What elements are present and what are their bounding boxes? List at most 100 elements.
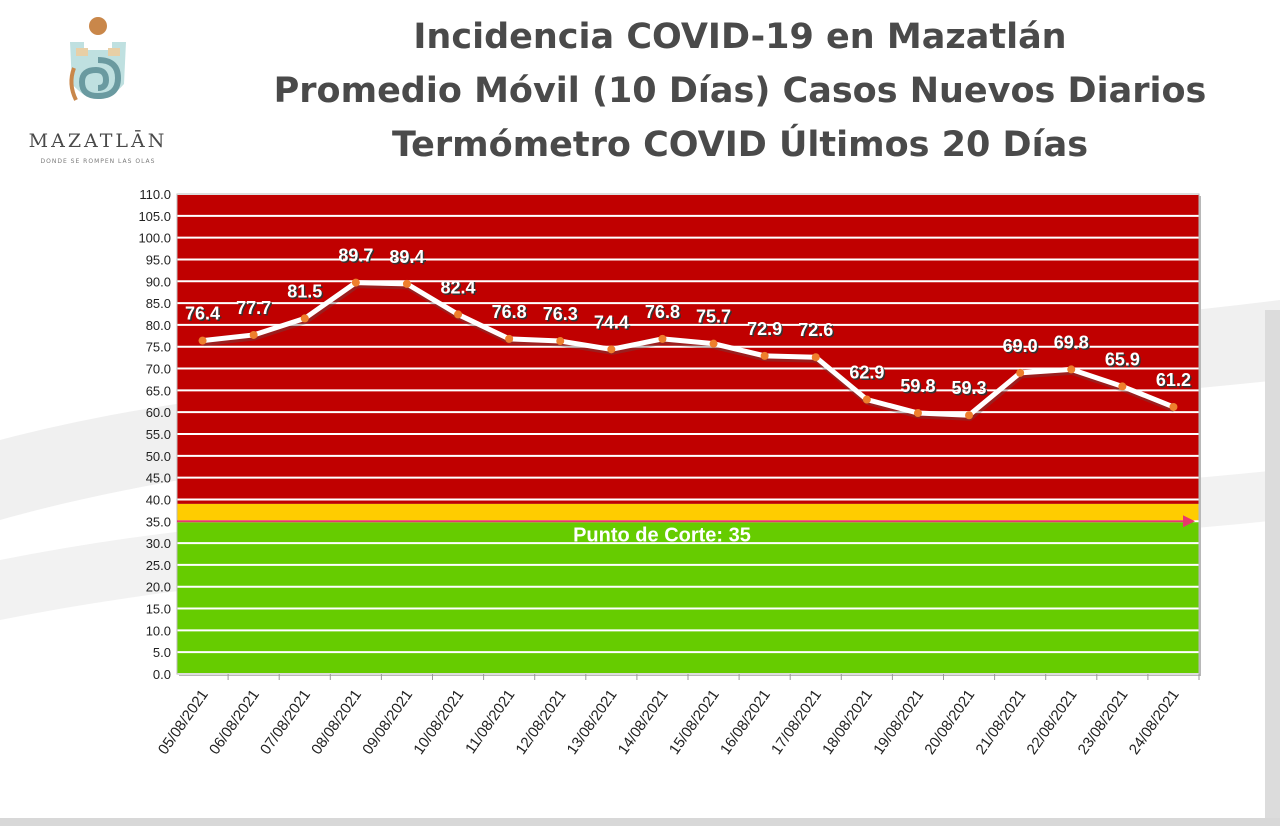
band-2: [177, 194, 1199, 504]
data-point: [351, 278, 360, 287]
y-tick-label: 40.0: [146, 492, 171, 507]
data-label: 76.4: [185, 304, 220, 324]
data-label: 72.6: [798, 320, 833, 340]
data-label: 76.3: [543, 304, 578, 324]
mazatlan-logo-icon: [69, 17, 126, 101]
data-point: [402, 279, 411, 288]
data-label: 69.8: [1054, 332, 1089, 352]
data-point: [505, 334, 514, 343]
x-tick-label: 07/08/2021: [257, 687, 314, 758]
data-label-shadow: 76.8: [493, 303, 528, 323]
data-label: 89.4: [389, 247, 424, 267]
y-tick-label: 35.0: [146, 514, 171, 529]
data-label-shadow: 76.4: [187, 305, 222, 325]
data-label-shadow: 77.7: [238, 299, 273, 319]
y-tick-label: 65.0: [146, 383, 171, 398]
threshold-arrowhead: [1183, 515, 1195, 528]
data-label: 75.7: [696, 307, 731, 327]
data-point: [454, 310, 463, 319]
data-label-shadow: 89.7: [340, 247, 375, 267]
y-tick-label: 85.0: [146, 296, 171, 311]
y-tick-label: 10.0: [146, 623, 171, 638]
logo-wordmark: MAZATLĀN: [28, 130, 168, 152]
data-label-shadow: 76.8: [646, 303, 681, 323]
x-tick-label: 09/08/2021: [359, 687, 416, 758]
x-tick-label: 06/08/2021: [206, 687, 263, 758]
data-label-shadow: 59.8: [902, 378, 937, 398]
data-label-shadow: 72.6: [800, 322, 835, 342]
threshold-label: Punto de Corte: 35: [573, 524, 751, 546]
x-tick-label: 24/08/2021: [1126, 687, 1183, 758]
x-tick-label: 16/08/2021: [717, 687, 774, 758]
data-label: 74.4: [594, 312, 629, 332]
data-label: 62.9: [849, 363, 884, 383]
y-tick-label: 80.0: [146, 318, 171, 333]
chart-titles: Incidencia COVID-19 en Mazatlán Promedio…: [200, 10, 1280, 172]
data-point: [300, 314, 309, 323]
chart-title: Incidencia COVID-19 en Mazatlán: [413, 17, 1067, 57]
x-tick-label: 21/08/2021: [972, 687, 1029, 758]
y-tick-label: 0.0: [153, 667, 171, 682]
y-tick-label: 110.0: [139, 187, 171, 202]
x-tick-label: 14/08/2021: [615, 687, 672, 758]
data-point: [556, 337, 565, 346]
y-tick-label: 75.0: [146, 340, 171, 355]
data-label-shadow: 65.9: [1106, 351, 1141, 371]
data-point: [198, 336, 207, 345]
data-point: [1067, 365, 1076, 374]
x-tick-label: 19/08/2021: [870, 687, 927, 758]
x-tick-label: 05/08/2021: [155, 687, 212, 758]
data-label-shadow: 76.3: [544, 306, 579, 326]
x-tick-label: 22/08/2021: [1024, 687, 1081, 758]
y-tick-label: 20.0: [146, 580, 171, 595]
x-tick-label: 08/08/2021: [308, 687, 365, 758]
data-point: [1118, 382, 1127, 391]
y-tick-label: 25.0: [146, 558, 171, 573]
mazatlan-logo: MAZATLĀN DONDE SE ROMPEN LAS OLAS: [18, 14, 178, 174]
data-point: [811, 353, 820, 362]
data-label: 61.2: [1156, 370, 1191, 390]
data-label: 89.7: [338, 246, 373, 266]
data-point: [607, 345, 616, 354]
data-point: [1169, 402, 1178, 411]
chart-subtitle-2: Termómetro COVID Últimos 20 Días: [391, 125, 1089, 165]
x-tick-label: 18/08/2021: [819, 687, 876, 758]
data-label-shadow: 72.9: [749, 320, 784, 340]
x-tick-label: 11/08/2021: [462, 687, 518, 757]
data-label: 77.7: [236, 298, 271, 318]
data-label-shadow: 89.4: [391, 248, 426, 268]
data-label-shadow: 59.3: [953, 380, 988, 400]
band-1: [177, 503, 1199, 522]
y-tick-label: 15.0: [146, 602, 171, 617]
y-tick-label: 55.0: [146, 427, 171, 442]
data-label-shadow: 74.4: [595, 314, 630, 334]
data-point: [709, 339, 718, 348]
data-point: [913, 409, 922, 418]
data-point: [658, 334, 667, 343]
data-point: [965, 411, 974, 420]
data-label: 59.3: [952, 378, 987, 398]
chart-subtitle: Promedio Móvil (10 Días) Casos Nuevos Di…: [273, 71, 1207, 111]
y-tick-label: 50.0: [146, 449, 171, 464]
x-tick-label: 20/08/2021: [921, 687, 978, 758]
y-tick-label: 95.0: [146, 252, 171, 267]
series-line: [202, 280, 1175, 418]
y-tick-label: 45.0: [146, 471, 171, 486]
y-tick-label: 90.0: [146, 274, 171, 289]
data-point: [249, 330, 258, 339]
x-tick-label: 17/08/2021: [768, 687, 825, 758]
x-tick-label: 15/08/2021: [666, 687, 723, 758]
data-label: 59.8: [900, 376, 935, 396]
data-label-shadow: 75.7: [698, 308, 733, 328]
data-label: 81.5: [287, 281, 322, 301]
band-0: [177, 521, 1199, 674]
data-label: 76.8: [645, 302, 680, 322]
data-label: 65.9: [1105, 349, 1140, 369]
x-tick-label: 23/08/2021: [1075, 687, 1132, 758]
y-tick-label: 105.0: [138, 209, 171, 224]
y-tick-label: 60.0: [146, 405, 171, 420]
y-tick-label: 5.0: [153, 645, 171, 660]
data-label-shadow: 82.4: [442, 279, 477, 299]
data-label-shadow: 61.2: [1157, 371, 1192, 391]
